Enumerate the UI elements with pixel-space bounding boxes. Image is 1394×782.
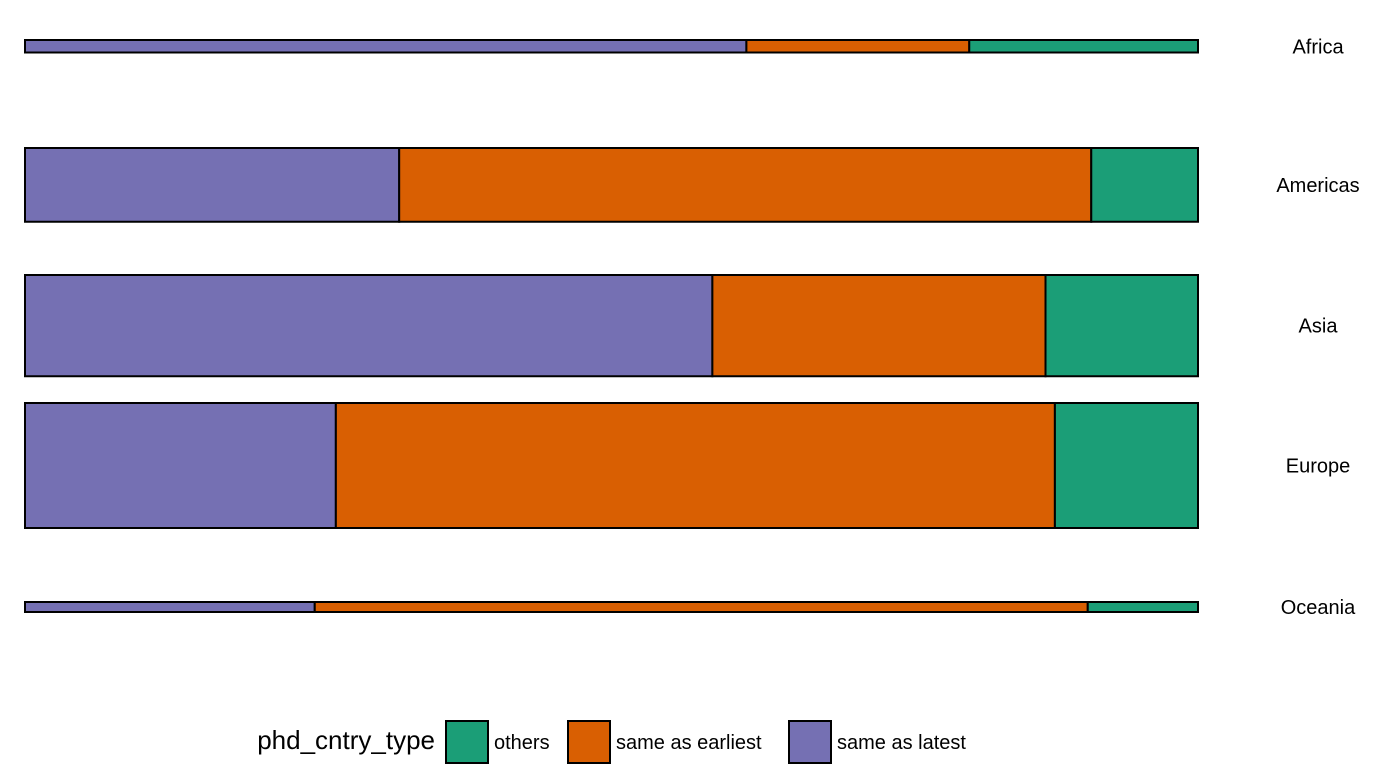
bar-segment-asia-same-as-latest (24, 274, 714, 378)
bar-segment-africa-same-as-latest (24, 39, 748, 54)
legend-label-others: others (494, 732, 550, 754)
bar-segment-europe-same-as-latest (24, 402, 337, 529)
row-label-europe: Europe (1286, 456, 1351, 478)
bar-segment-asia-others (1044, 274, 1200, 378)
row-label-americas: Americas (1276, 175, 1359, 197)
legend: phd_cntry_type others same as earliest sam… (257, 720, 966, 764)
bar-segment-asia-same-as-earliest (711, 274, 1047, 378)
legend-title: phd_cntry_type (257, 725, 435, 755)
bar-segment-oceania-others (1086, 601, 1200, 613)
legend-label-same-as-earliest: same as earliest (616, 732, 762, 754)
bar-segment-oceania-same-as-latest (24, 601, 316, 613)
row-label-oceania: Oceania (1281, 597, 1356, 619)
legend-key-same-as-latest (788, 720, 832, 764)
legend-label-same-as-latest: same as latest (837, 732, 966, 754)
row-labels: Africa Americas Asia Europe Oceania (1276, 36, 1359, 619)
bar-segment-europe-same-as-earliest (334, 402, 1056, 529)
bar-segment-africa-others (968, 39, 1200, 54)
bar-segment-americas-others (1090, 147, 1199, 223)
bar-segment-americas-same-as-latest (24, 147, 401, 223)
bar-segment-oceania-same-as-earliest (313, 601, 1089, 613)
row-label-africa: Africa (1292, 36, 1344, 58)
row-label-asia: Asia (1299, 316, 1339, 338)
bars-area (24, 39, 1200, 613)
bar-segment-africa-same-as-earliest (745, 39, 971, 54)
bar-segment-americas-same-as-earliest (398, 147, 1093, 223)
legend-key-others (445, 720, 489, 764)
bar-segment-europe-others (1053, 402, 1200, 529)
legend-key-same-as-earliest (567, 720, 611, 764)
